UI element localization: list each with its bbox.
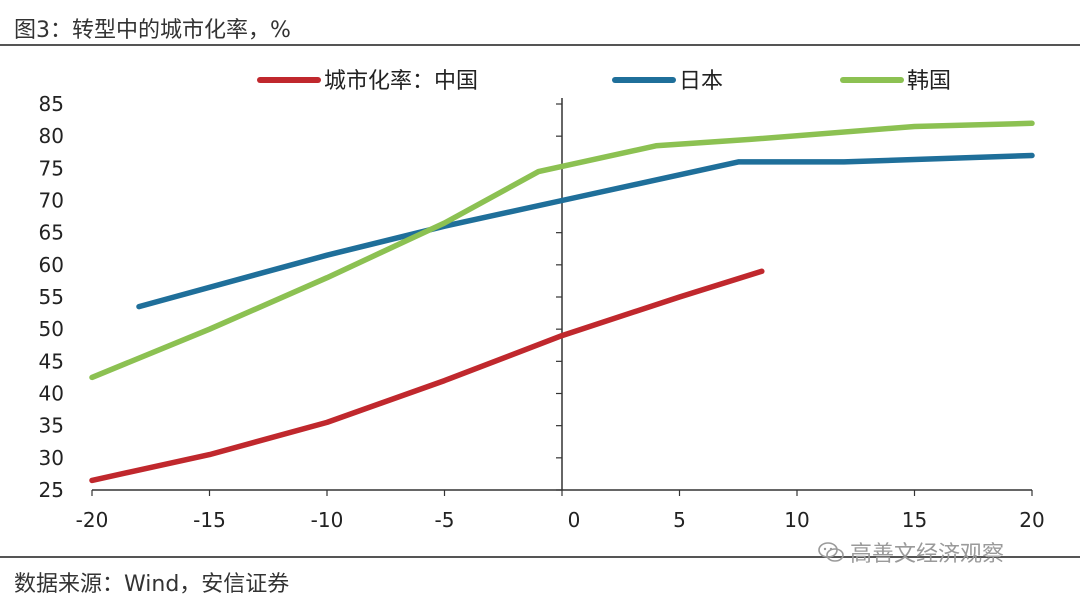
x-tick-label: -20 bbox=[76, 508, 109, 532]
watermark: 高善文经济观察 bbox=[818, 536, 1004, 568]
x-tick-label: -15 bbox=[193, 508, 226, 532]
legend-label-2: 日本 bbox=[679, 69, 723, 94]
x-tick-label: 10 bbox=[784, 508, 809, 532]
wechat-icon bbox=[818, 542, 844, 562]
chart-legend: 城市化率：中国 日本 韩国 bbox=[257, 69, 951, 94]
y-tick-label: 40 bbox=[39, 382, 64, 406]
top-divider bbox=[0, 44, 1080, 46]
chart-series bbox=[89, 120, 1035, 484]
y-tick-label: 30 bbox=[39, 446, 64, 470]
watermark-text: 高善文经济观察 bbox=[850, 542, 1005, 567]
x-tick-label: 15 bbox=[902, 508, 927, 532]
y-tick-label: 25 bbox=[39, 478, 64, 502]
series-line-2 bbox=[136, 152, 1035, 310]
y-tick-label: 45 bbox=[39, 349, 64, 373]
data-source: 数据来源：Wind，安信证券 bbox=[14, 572, 290, 597]
y-tick-label: 85 bbox=[39, 92, 64, 116]
y-tick-label: 60 bbox=[39, 253, 64, 277]
y-tick-label: 70 bbox=[39, 189, 64, 213]
x-tick-label: -5 bbox=[435, 508, 455, 532]
x-tick-label: 5 bbox=[673, 508, 686, 532]
series-line-1 bbox=[89, 268, 765, 484]
legend-label-3: 韩国 bbox=[907, 69, 951, 94]
y-tick-label: 80 bbox=[39, 124, 64, 148]
chart-title: 图3：转型中的城市化率，% bbox=[14, 18, 291, 43]
legend-label-1: 城市化率：中国 bbox=[324, 69, 478, 94]
y-tick-label: 55 bbox=[39, 285, 64, 309]
series-line-3 bbox=[89, 120, 1035, 381]
line-chart: -20 -15 -10 -5 0 5 10 15 20 25 30 35 40 45 50 55 60 65 70 7… bbox=[39, 69, 1045, 532]
x-tick-label: 0 bbox=[568, 508, 581, 532]
bottom-divider bbox=[0, 556, 1080, 558]
chart-axes: -20 -15 -10 -5 0 5 10 15 20 25 30 35 40 45 50 55 60 65 70 7… bbox=[39, 92, 1045, 532]
y-tick-label: 75 bbox=[39, 156, 64, 180]
x-tick-label: 20 bbox=[1019, 508, 1044, 532]
y-tick-label: 35 bbox=[39, 414, 64, 438]
y-tick-label: 50 bbox=[39, 317, 64, 341]
y-tick-label: 65 bbox=[39, 221, 64, 245]
x-tick-label: -10 bbox=[311, 508, 344, 532]
